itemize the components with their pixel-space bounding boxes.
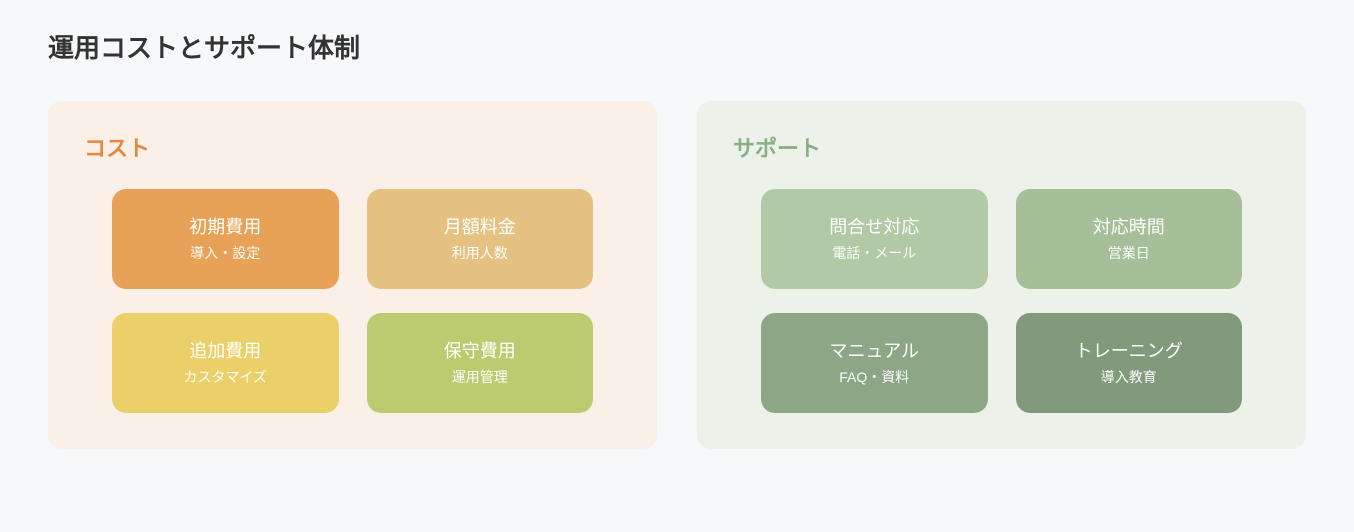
card-hours-sub: 営業日 [1108, 244, 1150, 262]
card-inquiry-title: 問合せ対応 [829, 216, 919, 239]
card-addon: 追加費用 カスタマイズ [112, 313, 339, 413]
card-manual-sub: FAQ・資料 [839, 368, 909, 386]
group-cost-cards: 初期費用 導入・設定 月額料金 利用人数 追加費用 カスタマイズ 保守費用 運用… [84, 189, 621, 413]
card-training-title: トレーニング [1075, 340, 1183, 363]
card-manual-title: マニュアル [830, 340, 919, 363]
card-training: トレーニング 導入教育 [1016, 313, 1243, 413]
card-inquiry-sub: 電話・メール [832, 244, 916, 262]
group-support: サポート 問合せ対応 電話・メール 対応時間 営業日 マニュアル FAQ・資料 … [697, 101, 1306, 449]
group-support-cards: 問合せ対応 電話・メール 対応時間 営業日 マニュアル FAQ・資料 トレーニン… [733, 189, 1270, 413]
card-maint: 保守費用 運用管理 [367, 313, 594, 413]
card-hours: 対応時間 営業日 [1016, 189, 1243, 289]
card-addon-sub: カスタマイズ [183, 368, 267, 386]
card-training-sub: 導入教育 [1101, 368, 1157, 386]
card-initial-title: 初期費用 [189, 216, 261, 239]
card-hours-title: 対応時間 [1093, 216, 1165, 239]
groups-row: コスト 初期費用 導入・設定 月額料金 利用人数 追加費用 カスタマイズ 保守費… [48, 101, 1306, 449]
group-cost-title: コスト [84, 131, 621, 163]
card-maint-title: 保守費用 [444, 340, 516, 363]
card-monthly-title: 月額料金 [444, 216, 516, 239]
card-monthly: 月額料金 利用人数 [367, 189, 594, 289]
card-initial: 初期費用 導入・設定 [112, 189, 339, 289]
card-inquiry: 問合せ対応 電話・メール [761, 189, 988, 289]
card-addon-title: 追加費用 [189, 340, 261, 363]
card-maint-sub: 運用管理 [452, 368, 508, 386]
card-manual: マニュアル FAQ・資料 [761, 313, 988, 413]
card-initial-sub: 導入・設定 [190, 244, 260, 262]
group-support-title: サポート [733, 131, 1270, 163]
page-title: 運用コストとサポート体制 [48, 28, 1306, 65]
card-monthly-sub: 利用人数 [452, 244, 508, 262]
group-cost: コスト 初期費用 導入・設定 月額料金 利用人数 追加費用 カスタマイズ 保守費… [48, 101, 657, 449]
